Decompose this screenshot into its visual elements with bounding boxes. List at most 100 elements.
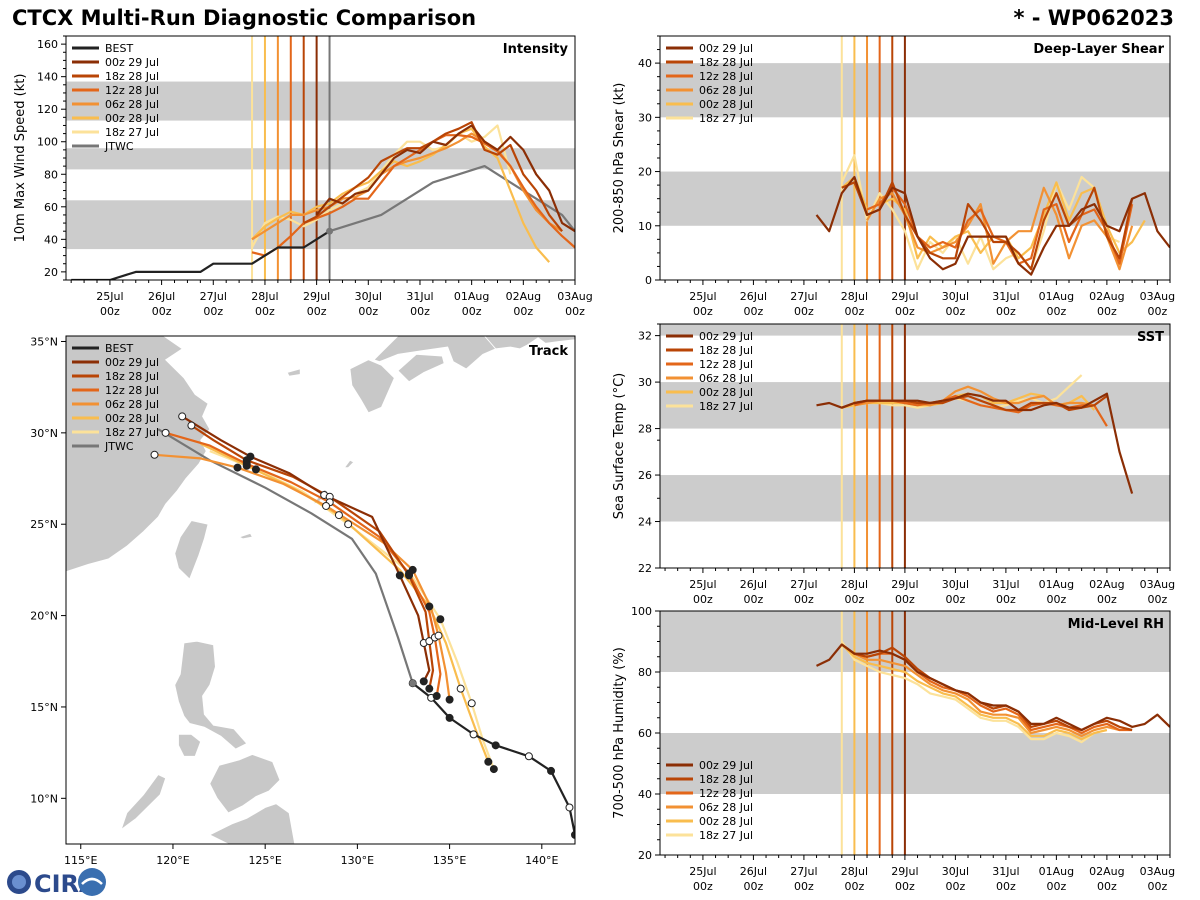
rh-legend-label-12z-28-jul: 12z 28 Jul [699, 787, 753, 800]
rh-x-tick-label-hour: 00z [996, 880, 1016, 893]
intensity-x-tick-label: 29Jul [303, 290, 330, 303]
track-y-tick-label: 20°N [30, 610, 58, 623]
sst-x-tick-label: 02Aug [1089, 578, 1124, 591]
sst-y-tick-label: 30 [638, 376, 652, 389]
intensity-jtwc-start-marker [326, 227, 334, 235]
sst-x-tick-label-hour: 00z [794, 593, 814, 606]
shear-x-tick-label-hour: 00z [744, 305, 764, 318]
track-position-marker-00z-29-jul [419, 677, 428, 686]
intensity-band-1 [66, 148, 575, 170]
rh-y-tick-label: 40 [638, 788, 652, 801]
sst-x-tick-label: 25Jul [689, 578, 716, 591]
rh-x-tick-label-hour: 00z [1147, 880, 1167, 893]
intensity-y-tick-label: 60 [44, 201, 58, 214]
shear-band-1 [660, 63, 1170, 118]
intensity-x-tick-label: 01Aug [454, 290, 489, 303]
sst-x-tick-label: 29Jul [891, 578, 918, 591]
track-position-marker-00z-29-jul [395, 571, 404, 580]
intensity-x-tick-label-hour: 00z [152, 305, 172, 318]
intensity-panel-title: Intensity [503, 42, 569, 57]
shear-panel: 0 10 20 30 40 25Jul 00z 26Jul 00z 27Jul 00z 28Jul 00… [612, 35, 1175, 318]
track-position-marker-18z-27-jul [251, 465, 260, 474]
rh-x-tick-label: 30Jul [942, 865, 969, 878]
rh-x-tick-label: 28Jul [841, 865, 868, 878]
intensity-x-tick-label: 25Jul [96, 290, 123, 303]
shear-x-tick-label-hour: 00z [946, 305, 966, 318]
shear-x-tick-label-hour: 00z [1097, 305, 1117, 318]
shear-x-tick-label-hour: 00z [845, 305, 865, 318]
storm-id-label: * - WP062023 [1013, 6, 1174, 30]
sst-x-tick-label: 28Jul [841, 578, 868, 591]
sst-x-tick-label-hour: 00z [1046, 593, 1066, 606]
track-x-tick-label: 125°E [248, 854, 281, 867]
shear-x-tick-label: 02Aug [1089, 290, 1124, 303]
sst-legend-label-12z-28-jul: 12z 28 Jul [699, 358, 753, 371]
shear-y-tick-label: 10 [638, 220, 652, 233]
rh-legend-label-00z-28-jul: 00z 28 Jul [699, 815, 753, 828]
rh-series-18z-27-jul [840, 640, 1095, 744]
track-panel: 115°E 120°E 125°E 130°E 135°E 140°E 10°N 15°N 20… [30, 335, 576, 867]
sst-x-tick-label-hour: 00z [895, 593, 915, 606]
land-iriomote [238, 532, 253, 540]
rh-x-tick-label: 27Jul [790, 865, 817, 878]
intensity-y-tick-label: 160 [37, 38, 58, 51]
sst-x-tick-label: 01Aug [1039, 578, 1074, 591]
rh-series-00z-28-jul [841, 643, 1108, 741]
rh-series-06z-28-jul [853, 652, 1120, 738]
track-position-marker-best [571, 830, 575, 839]
intensity-y-tick-label: 120 [37, 103, 58, 116]
shear-legend-label-12z-28-jul: 12z 28 Jul [699, 70, 753, 83]
shear-x-tick-label-hour: 00z [996, 305, 1016, 318]
track-position-marker-12z-28-jul [161, 428, 170, 437]
track-jtwc-start-marker [409, 679, 417, 687]
rh-x-tick-label-hour: 00z [1046, 880, 1066, 893]
intensity-x-tick-label-hour: 00z [358, 305, 378, 318]
sst-x-tick-label: 03Aug [1140, 578, 1175, 591]
track-position-marker-18z-27-jul [489, 765, 498, 774]
sst-y-tick-label: 28 [638, 423, 652, 436]
sst-x-tick-label-hour: 00z [996, 593, 1016, 606]
track-position-marker-00z-29-jul [178, 412, 187, 421]
shear-x-tick-label-hour: 00z [895, 305, 915, 318]
sst-y-tick-label: 22 [638, 562, 652, 575]
shear-x-tick-label: 03Aug [1140, 290, 1175, 303]
intensity-legend-label-06z-28-jul: 06z 28 Jul [105, 98, 159, 111]
rh-x-tick-label: 31Jul [992, 865, 1019, 878]
track-legend-label-06z-28-jul: 06z 28 Jul [105, 398, 159, 411]
sst-y-tick-label: 26 [638, 469, 652, 482]
track-position-marker-best [445, 713, 454, 722]
intensity-x-tick-label: 02Aug [506, 290, 541, 303]
rh-x-tick-label: 03Aug [1140, 865, 1175, 878]
rh-x-tick-label: 26Jul [740, 865, 767, 878]
sst-x-tick-label-hour: 00z [946, 593, 966, 606]
track-x-tick-label: 115°E [64, 854, 97, 867]
track-legend-label-00z-28-jul: 00z 28 Jul [105, 412, 159, 425]
track-position-marker-00z-28-jul [484, 757, 493, 766]
sst-frame [659, 323, 1171, 569]
sst-x-tick-label-hour: 00z [845, 593, 865, 606]
land-jeju [286, 368, 301, 377]
sst-x-tick-label-hour: 00z [1147, 593, 1167, 606]
shear-y-tick-label: 30 [638, 111, 652, 124]
track-legend-label-best: BEST [105, 342, 133, 355]
shear-x-tick-label: 28Jul [841, 290, 868, 303]
shear-x-tick-label-hour: 00z [693, 305, 713, 318]
track-position-marker-00z-28-jul [334, 511, 343, 520]
intensity-x-tick-label: 31Jul [406, 290, 433, 303]
rh-x-tick-label: 25Jul [689, 865, 716, 878]
intensity-x-tick-label-hour: 00z [255, 305, 275, 318]
rh-band-0 [660, 733, 1170, 794]
shear-series-06z-28-jul [866, 186, 1134, 271]
shear-y-tick-label: 20 [638, 166, 652, 179]
rh-panel: 20 40 60 80 100 25Jul 00z 26Jul 00z 27Jul 00z 28Jul… [612, 605, 1175, 893]
land-china [66, 336, 211, 573]
rh-band-1 [660, 611, 1170, 672]
track-position-marker-00z-28-jul [425, 602, 434, 611]
track-y-tick-label: 35°N [30, 335, 58, 348]
rh-y-tick-label: 100 [631, 605, 652, 618]
shear-y-label: 200-850 hPa Shear (kt) [612, 83, 627, 234]
land-luzon [174, 640, 248, 750]
track-position-marker-06z-28-jul [434, 631, 443, 640]
intensity-x-tick-label: 26Jul [148, 290, 175, 303]
